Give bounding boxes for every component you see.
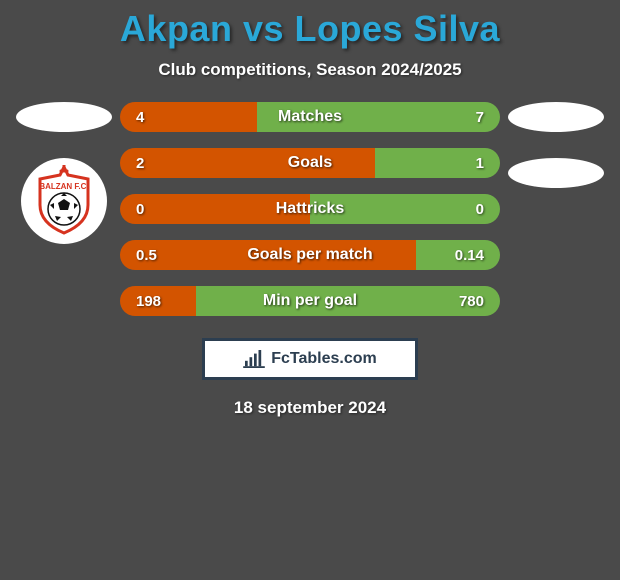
left-player-column: BALZAN F.C. — [8, 102, 120, 316]
attribution-text: FcTables.com — [271, 350, 377, 368]
left-club-badge: BALZAN F.C. — [21, 158, 107, 244]
stat-left-segment: 2 — [120, 148, 375, 178]
stat-left-segment: 0.5 — [120, 240, 416, 270]
left-flag-icon — [16, 102, 112, 132]
stat-right-segment: 780 — [196, 286, 500, 316]
stat-left-segment: 0 — [120, 194, 310, 224]
comparison-card: Akpan vs Lopes Silva Club competitions, … — [0, 0, 620, 418]
stat-right-value: 0.14 — [455, 247, 484, 264]
svg-text:BALZAN F.C.: BALZAN F.C. — [39, 182, 88, 191]
stat-right-segment: 0.14 — [416, 240, 500, 270]
stat-right-value: 1 — [476, 155, 484, 172]
right-flag-icon — [508, 102, 604, 132]
stat-row: 0.50.14Goals per match — [120, 240, 500, 270]
balzan-fc-badge-icon: BALZAN F.C. — [28, 165, 100, 237]
stat-left-segment: 198 — [120, 286, 196, 316]
right-player-column — [500, 102, 612, 316]
stat-bars: 47Matches21Goals00Hattricks0.50.14Goals … — [120, 102, 500, 316]
stat-left-segment: 4 — [120, 102, 257, 132]
date-text: 18 september 2024 — [0, 398, 620, 418]
stat-row: 47Matches — [120, 102, 500, 132]
stat-right-value: 7 — [476, 109, 484, 126]
stat-right-value: 780 — [459, 293, 484, 310]
bar-chart-icon — [243, 350, 265, 368]
stat-left-value: 2 — [136, 155, 144, 172]
stat-right-value: 0 — [476, 201, 484, 218]
page-title: Akpan vs Lopes Silva — [0, 8, 620, 50]
stat-left-value: 0 — [136, 201, 144, 218]
stat-row: 21Goals — [120, 148, 500, 178]
stat-left-value: 0.5 — [136, 247, 157, 264]
stat-left-value: 4 — [136, 109, 144, 126]
stat-left-value: 198 — [136, 293, 161, 310]
right-club-badge-placeholder — [508, 158, 604, 188]
stat-row: 00Hattricks — [120, 194, 500, 224]
subtitle: Club competitions, Season 2024/2025 — [0, 60, 620, 80]
content-row: BALZAN F.C. 47Matches21Goals00Hattricks0… — [0, 102, 620, 316]
stat-row: 198780Min per goal — [120, 286, 500, 316]
stat-right-segment: 1 — [375, 148, 500, 178]
stat-right-segment: 7 — [257, 102, 500, 132]
attribution-badge: FcTables.com — [202, 338, 418, 380]
stat-right-segment: 0 — [310, 194, 500, 224]
